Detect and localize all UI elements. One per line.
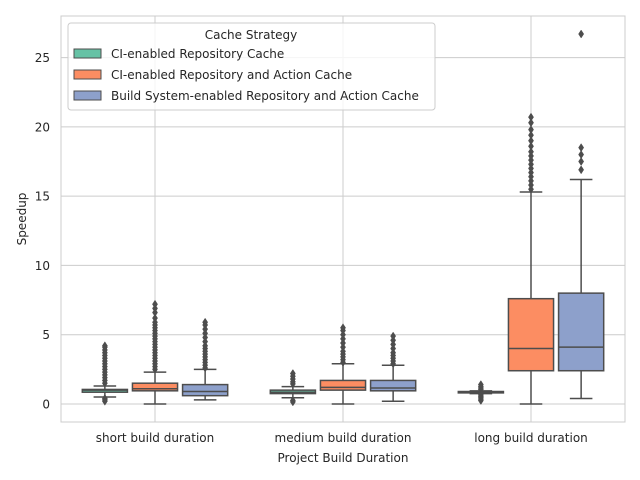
legend-swatch-2 [73, 90, 102, 101]
y-tick-labels: 0 5 10 15 20 25 [35, 51, 50, 411]
legend-swatch-0 [73, 48, 102, 59]
box-1-2-outlier-10 [528, 141, 534, 151]
box-1-2-iqr [507, 297, 555, 372]
box-2-1-outlier-8 [390, 331, 397, 341]
box-1-2-outlier-13 [528, 125, 534, 135]
box-1-2-outlier-9 [528, 147, 534, 157]
box-1-1-outlier-10 [340, 323, 346, 333]
box-0-2-outlier-8 [477, 380, 484, 390]
box-0-1-outlier-1 [289, 396, 296, 405]
box-1-2-outlier-12 [528, 130, 534, 140]
y-tick-label-3: 15 [35, 190, 50, 204]
legend-label-2: Build System-enabled Repository and Acti… [111, 89, 419, 103]
box-2-0-outlier-14 [202, 317, 209, 327]
legend-swatch-1 [73, 69, 102, 80]
box-2-2-iqr [557, 292, 605, 372]
legend-label-0: CI-enabled Repository Cache [111, 47, 284, 61]
box-0-0-outlier-2 [101, 393, 108, 403]
box-1-0-iqr [131, 382, 179, 392]
box-1-0-outlier-18 [152, 313, 158, 323]
box-2-2-outlier-0 [578, 165, 585, 175]
plot-area-frame [60, 15, 626, 423]
legend-frame [67, 22, 436, 111]
legend-label-1: CI-enabled Repository and Action Cache [111, 68, 352, 82]
x-tick-labels: short build duration medium build duratio… [96, 431, 588, 445]
legend: Cache Strategy CI-enabled Repository Cac… [67, 22, 436, 111]
legend-title: Cache Strategy [205, 28, 298, 42]
box-2-2-outlier-2 [578, 150, 585, 160]
box-2-2-outlier-3 [578, 143, 585, 153]
box-0-2-outlier-4 [477, 390, 484, 400]
box-2-2-outlier-1 [578, 157, 585, 166]
box-1-2-outlier-15 [528, 112, 534, 122]
y-axis-label: Speedup [15, 193, 29, 246]
x-tick-label-0: short build duration [96, 431, 214, 445]
x-tick-label-1: medium build duration [275, 431, 412, 445]
box-1-2-outlier-11 [528, 136, 534, 146]
box-0-0-outlier-17 [101, 341, 108, 351]
box-2-0-iqr [181, 383, 229, 397]
box-0-1-outlier-6 [289, 369, 296, 378]
boxes-layer [81, 29, 605, 407]
y-tick-label-2: 10 [35, 259, 50, 273]
box-2-1-iqr [369, 379, 417, 392]
x-tick-label-2: long build duration [474, 431, 588, 445]
box-2-2-outlier-4 [578, 29, 585, 39]
box-1-1-iqr [319, 379, 367, 391]
x-axis-label: Project Build Duration [278, 451, 409, 465]
y-tick-label-5: 25 [35, 51, 50, 65]
y-tick-label-0: 0 [42, 397, 50, 411]
box-1-0-outlier-21 [152, 299, 158, 309]
box-1-2-outlier-14 [528, 118, 534, 128]
y-tick-label-1: 5 [42, 328, 50, 342]
y-tick-label-4: 20 [35, 120, 50, 134]
